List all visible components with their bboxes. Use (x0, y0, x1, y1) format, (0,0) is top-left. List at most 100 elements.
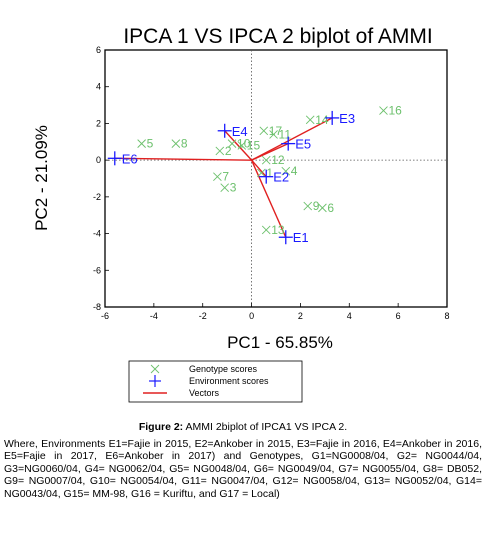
vector-line-e6 (114, 157, 252, 161)
vector-line-e2 (251, 159, 267, 178)
genotype-label-6: 6 (327, 201, 334, 215)
legend-marker-stroke (150, 364, 160, 374)
biplot-chart: IPCA 1 VS IPCA 2 biplot of AMMI -6 -4 -2 0 2… (32, 25, 450, 403)
genotype-label-8: 8 (181, 137, 188, 151)
genotype-marker-stroke (227, 139, 237, 148)
chart-title: IPCA 1 VS IPCA 2 biplot of AMMI (123, 25, 432, 48)
environment-point-e1 (278, 230, 293, 245)
y-axis-ticks: 6 4 2 0 -2 -4 -6 -8 (93, 45, 109, 312)
environment-label-e1: E1 (293, 230, 309, 245)
genotype-point-12 (261, 155, 271, 165)
genotype-label-14: 14 (315, 113, 329, 127)
genotype-point-5 (137, 139, 146, 148)
genotype-marker-stroke (303, 201, 313, 211)
legend-label-2: Vectors (189, 388, 220, 398)
genotype-marker-stroke (220, 183, 230, 192)
genotype-point-17 (259, 126, 269, 136)
legend-item-2: Vectors (143, 388, 220, 398)
genotype-point-4 (281, 166, 291, 176)
legend-label-0: Genotype scores (189, 364, 258, 374)
genotype-label-17: 17 (269, 124, 283, 138)
legend-item-1: Environment scores (149, 375, 269, 387)
y-tick-label: 4 (96, 82, 101, 92)
legend-item-0: Genotype scores (150, 364, 258, 374)
environment-point-e5 (281, 136, 296, 151)
genotype-point-11 (269, 130, 278, 139)
figure-caption: Figure 2: AMMI 2biplot of IPCA1 VS IPCA … (4, 421, 482, 501)
x-tick-label: -2 (199, 311, 207, 321)
caption-figure-title: AMMI 2biplot of IPCA1 VS IPCA 2. (185, 421, 348, 433)
genotype-marker-stroke (257, 168, 266, 178)
genotype-marker-stroke (281, 166, 291, 176)
genotype-point-9 (303, 201, 313, 211)
genotype-point-2 (215, 146, 225, 156)
genotype-marker-stroke (237, 141, 247, 150)
legend: Genotype scores Environment scores Vectors (128, 360, 303, 403)
genotype-point-15 (237, 141, 247, 150)
y-tick-label: 6 (96, 45, 101, 55)
genotype-label-2: 2 (225, 144, 232, 158)
x-tick-label: 4 (347, 311, 352, 321)
caption-figure-label: Figure 2: (138, 421, 184, 433)
x-tick-label: 6 (396, 311, 401, 321)
legend-items: Genotype scores Environment scores Vectors (143, 364, 269, 398)
genotype-label-3: 3 (230, 181, 237, 195)
genotype-marker-stroke (215, 146, 225, 156)
x-tick-label: 0 (249, 311, 254, 321)
genotype-label-15: 15 (247, 138, 261, 152)
genotype-label-12: 12 (271, 153, 285, 167)
vector-line-e4 (224, 130, 253, 161)
vector-line-e3 (251, 117, 333, 161)
environment-point-e6 (107, 151, 122, 166)
caption-text: Where, Environments E1=Fajie in 2015, E2… (4, 437, 482, 500)
x-tick-label: -6 (101, 311, 109, 321)
genotype-point-6 (318, 203, 327, 213)
genotype-marker-stroke (269, 130, 278, 139)
x-axis-ticks: -6 -4 -2 0 2 4 6 8 (101, 303, 450, 321)
genotype-label-5: 5 (147, 137, 154, 151)
genotype-point-16 (379, 106, 388, 115)
plot-frame (104, 49, 448, 308)
vector-line-e1 (250, 159, 287, 238)
reference-lines (105, 50, 447, 307)
genotype-point-13 (261, 225, 271, 235)
genotype-label-9: 9 (313, 199, 320, 213)
environment-point-e4 (217, 123, 232, 138)
genotype-marker-stroke (261, 155, 271, 165)
vectors-layer (114, 117, 333, 238)
genotype-label-4: 4 (291, 164, 298, 178)
y-tick-label: -4 (93, 229, 101, 239)
environment-label-e4: E4 (232, 124, 248, 139)
x-tick-label: -4 (150, 311, 158, 321)
y-axis-label: PC2 - 21.09% (32, 125, 51, 231)
caption-title: Figure 2: AMMI 2biplot of IPCA1 VS IPCA … (4, 421, 482, 434)
genotype-marker-stroke (305, 115, 315, 125)
y-tick-label: -8 (93, 302, 101, 312)
environment-label-e3: E3 (339, 111, 355, 126)
environment-label-e6: E6 (122, 151, 138, 166)
x-tick-label: 8 (444, 311, 449, 321)
y-tick-label: -6 (93, 265, 101, 275)
vector-line-e5 (251, 142, 289, 161)
y-tick-label: 2 (96, 118, 101, 128)
genotype-scores-layer: 1234567891011121314151617 (137, 104, 402, 237)
genotype-label-7: 7 (222, 170, 229, 184)
genotype-marker-stroke (137, 139, 146, 148)
genotype-marker-stroke (213, 172, 222, 181)
genotype-point-10 (227, 139, 237, 148)
legend-label-1: Environment scores (189, 376, 269, 386)
y-tick-label: -2 (93, 192, 101, 202)
genotype-marker-stroke (171, 139, 181, 148)
x-tick-label: 2 (298, 311, 303, 321)
genotype-marker-stroke (259, 126, 269, 136)
genotype-marker-stroke (261, 225, 271, 235)
genotype-point-8 (171, 139, 181, 148)
genotype-point-3 (220, 183, 230, 192)
genotype-label-16: 16 (388, 104, 402, 118)
genotype-label-13: 13 (271, 223, 285, 237)
environment-label-e2: E2 (273, 170, 289, 185)
environment-point-e3 (325, 110, 340, 125)
environment-label-e5: E5 (295, 137, 311, 152)
genotype-point-7 (213, 172, 222, 181)
environment-scores-layer: E1 E2 E3 E4 E5 E6 (107, 110, 355, 245)
